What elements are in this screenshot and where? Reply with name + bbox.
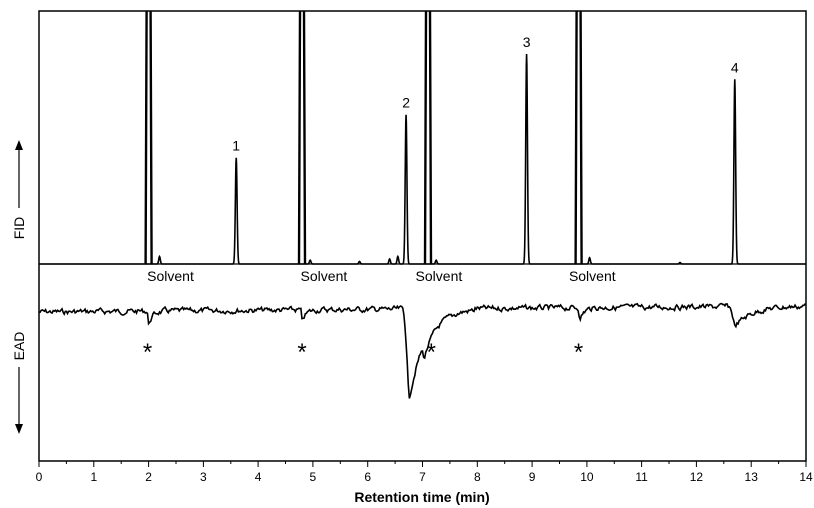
ead-star-marker: * [427, 339, 436, 366]
x-tick-label: 6 [364, 470, 371, 484]
peak-label: 2 [402, 95, 410, 111]
x-tick-label: 2 [145, 470, 152, 484]
ead-axis-label: EAD [11, 332, 27, 361]
plot-frame [38, 10, 807, 462]
x-tick-label: 11 [635, 470, 648, 484]
peak-label: 4 [731, 59, 739, 75]
peak-label: 3 [523, 34, 531, 50]
solvent-label: Solvent [416, 268, 463, 284]
ead-trace [38, 302, 807, 399]
ead-star-marker: * [574, 339, 583, 366]
solvent-label: Solvent [147, 268, 194, 284]
x-tick-label: 12 [690, 470, 704, 484]
x-tick-label: 1 [90, 470, 97, 484]
fid-trace [39, 53, 806, 265]
x-axis-title: Retention time (min) [354, 489, 489, 505]
solvent-label: Solvent [569, 268, 616, 284]
x-tick-label: 0 [36, 470, 43, 484]
x-tick-label: 4 [255, 470, 262, 484]
solvent-peak [144, 10, 153, 265]
x-tick-label: 14 [799, 470, 813, 484]
x-tick-label: 7 [419, 470, 426, 484]
ead-side-label: EAD [11, 332, 27, 434]
solvent-peak [297, 10, 307, 265]
solvent-peak [423, 10, 433, 265]
x-tick-label: 3 [200, 470, 207, 484]
solvent-label: Solvent [301, 268, 348, 284]
fid-axis-label: FID [11, 217, 27, 240]
x-tick-label: 13 [745, 470, 759, 484]
peak-label: 1 [232, 138, 240, 154]
ead-star-marker: * [143, 339, 152, 366]
x-tick-label: 10 [580, 470, 594, 484]
solvent-peak [574, 10, 583, 265]
x-tick-label: 5 [310, 470, 317, 484]
ead-arrow-icon [15, 424, 23, 434]
fid-arrow-icon [15, 140, 23, 150]
x-tick-label: 8 [474, 470, 481, 484]
ead-star-marker: * [297, 339, 306, 366]
x-tick-label: 9 [529, 470, 536, 484]
fid-side-label: FID [11, 140, 27, 239]
